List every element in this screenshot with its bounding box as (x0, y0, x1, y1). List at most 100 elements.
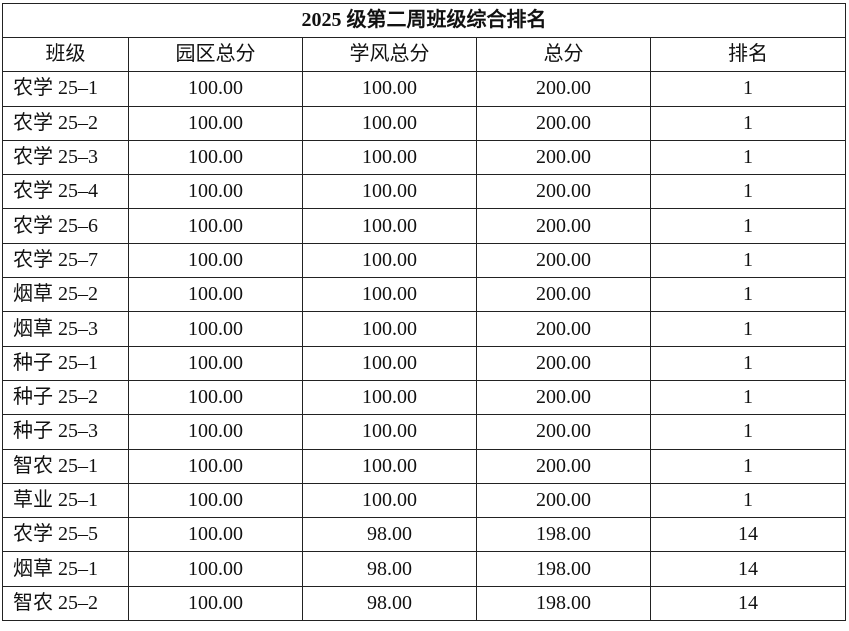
class-cell: 农学 25–5 (2, 517, 129, 553)
class-cell: 农学 25–6 (2, 208, 129, 244)
total-score-cell: 200.00 (476, 139, 651, 176)
rank-cell: 14 (649, 585, 847, 622)
rank-cell: 14 (649, 551, 847, 587)
rank-cell: 1 (649, 71, 847, 107)
park-score-cell: 100.00 (128, 208, 303, 244)
total-score-cell: 200.00 (476, 242, 651, 279)
total-score-cell: 198.00 (476, 551, 651, 587)
study-score-cell: 100.00 (302, 139, 477, 176)
class-cell: 农学 25–7 (2, 242, 129, 279)
table-row: 农学 25–1 100.00 100.00 200.00 1 (2, 71, 847, 107)
total-score-cell: 200.00 (476, 174, 651, 210)
rank-cell: 1 (649, 345, 847, 381)
total-score-cell: 200.00 (476, 482, 651, 519)
park-score-cell: 100.00 (128, 414, 303, 450)
park-score-cell: 100.00 (128, 585, 303, 622)
header-class: 班级 (2, 36, 129, 73)
study-score-cell: 100.00 (302, 311, 477, 347)
header-total-score: 总分 (476, 36, 651, 73)
class-cell: 种子 25–2 (2, 379, 129, 416)
rank-cell: 1 (649, 277, 847, 313)
rank-cell: 1 (649, 311, 847, 347)
total-score-cell: 200.00 (476, 379, 651, 416)
park-score-cell: 100.00 (128, 311, 303, 347)
ranking-table: 2025 级第二周班级综合排名 班级 园区总分 学风总分 总分 排名 农学 25–1 10… (1, 3, 847, 622)
rank-cell: 1 (649, 105, 847, 141)
park-score-cell: 100.00 (128, 448, 303, 484)
class-cell: 烟草 25–1 (2, 551, 129, 587)
table-row: 种子 25–1 100.00 100.00 200.00 1 (2, 345, 847, 381)
header-park-score: 园区总分 (128, 36, 303, 73)
table-row: 种子 25–2 100.00 100.00 200.00 1 (2, 379, 847, 416)
rank-cell: 1 (649, 414, 847, 450)
class-cell: 农学 25–3 (2, 139, 129, 176)
total-score-cell: 198.00 (476, 517, 651, 553)
class-cell: 种子 25–3 (2, 414, 129, 450)
table-row: 烟草 25–2 100.00 100.00 200.00 1 (2, 277, 847, 313)
total-score-cell: 200.00 (476, 414, 651, 450)
table-row: 智农 25–2 100.00 98.00 198.00 14 (2, 585, 847, 622)
park-score-cell: 100.00 (128, 277, 303, 313)
park-score-cell: 100.00 (128, 345, 303, 381)
class-cell: 种子 25–1 (2, 345, 129, 381)
study-score-cell: 100.00 (302, 379, 477, 416)
study-score-cell: 98.00 (302, 551, 477, 587)
study-score-cell: 100.00 (302, 105, 477, 141)
class-cell: 烟草 25–2 (2, 277, 129, 313)
study-score-cell: 100.00 (302, 242, 477, 279)
rank-cell: 1 (649, 139, 847, 176)
park-score-cell: 100.00 (128, 105, 303, 141)
header-row: 班级 园区总分 学风总分 总分 排名 (2, 36, 847, 73)
study-score-cell: 100.00 (302, 448, 477, 484)
total-score-cell: 200.00 (476, 448, 651, 484)
study-score-cell: 100.00 (302, 345, 477, 381)
park-score-cell: 100.00 (128, 379, 303, 416)
total-score-cell: 200.00 (476, 208, 651, 244)
total-score-cell: 198.00 (476, 585, 651, 622)
class-cell: 农学 25–2 (2, 105, 129, 141)
table-title: 2025 级第二周班级综合排名 (1, 3, 847, 38)
study-score-cell: 100.00 (302, 71, 477, 107)
header-study-score: 学风总分 (302, 36, 477, 73)
rank-cell: 1 (649, 482, 847, 519)
park-score-cell: 100.00 (128, 71, 303, 107)
study-score-cell: 98.00 (302, 585, 477, 622)
rank-cell: 1 (649, 174, 847, 210)
total-score-cell: 200.00 (476, 105, 651, 141)
class-cell: 烟草 25–3 (2, 311, 129, 347)
park-score-cell: 100.00 (128, 517, 303, 553)
table-row: 农学 25–2 100.00 100.00 200.00 1 (2, 105, 847, 141)
class-cell: 智农 25–1 (2, 448, 129, 484)
rank-cell: 1 (649, 379, 847, 416)
table-row: 智农 25–1 100.00 100.00 200.00 1 (2, 448, 847, 484)
table-row: 种子 25–3 100.00 100.00 200.00 1 (2, 414, 847, 450)
total-score-cell: 200.00 (476, 277, 651, 313)
study-score-cell: 100.00 (302, 174, 477, 210)
study-score-cell: 100.00 (302, 414, 477, 450)
title-row: 2025 级第二周班级综合排名 (1, 3, 847, 38)
class-cell: 智农 25–2 (2, 585, 129, 622)
table-row: 农学 25–4 100.00 100.00 200.00 1 (2, 174, 847, 210)
table-row: 烟草 25–1 100.00 98.00 198.00 14 (2, 551, 847, 587)
header-rank: 排名 (649, 36, 847, 73)
rank-cell: 14 (649, 517, 847, 553)
class-cell: 农学 25–1 (2, 71, 129, 107)
park-score-cell: 100.00 (128, 551, 303, 587)
table-row: 农学 25–7 100.00 100.00 200.00 1 (2, 242, 847, 279)
rank-cell: 1 (649, 242, 847, 279)
total-score-cell: 200.00 (476, 345, 651, 381)
park-score-cell: 100.00 (128, 139, 303, 176)
class-cell: 农学 25–4 (2, 174, 129, 210)
total-score-cell: 200.00 (476, 311, 651, 347)
table-row: 农学 25–6 100.00 100.00 200.00 1 (2, 208, 847, 244)
class-cell: 草业 25–1 (2, 482, 129, 519)
park-score-cell: 100.00 (128, 242, 303, 279)
table-row: 农学 25–3 100.00 100.00 200.00 1 (2, 139, 847, 176)
table-row: 农学 25–5 100.00 98.00 198.00 14 (2, 517, 847, 553)
study-score-cell: 98.00 (302, 517, 477, 553)
table-row: 烟草 25–3 100.00 100.00 200.00 1 (2, 311, 847, 347)
total-score-cell: 200.00 (476, 71, 651, 107)
park-score-cell: 100.00 (128, 482, 303, 519)
rank-cell: 1 (649, 448, 847, 484)
study-score-cell: 100.00 (302, 482, 477, 519)
